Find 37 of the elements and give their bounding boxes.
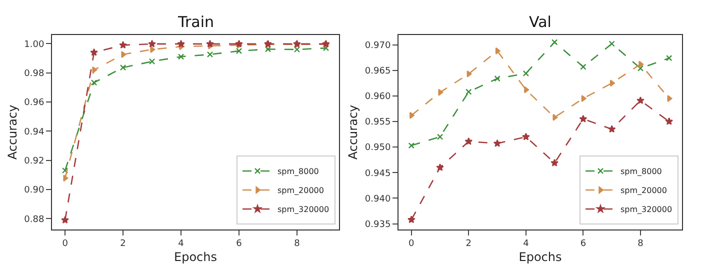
legend-label: spm_320000: [620, 205, 672, 214]
y-tick-label: 0.940: [364, 194, 391, 204]
x-tick-label: 6: [580, 239, 586, 250]
x-tick-label: 4: [178, 239, 184, 250]
y-tick-label: 0.955: [364, 118, 391, 128]
y-tick-label: 0.98: [24, 68, 44, 79]
chart-title: Val: [529, 13, 552, 31]
x-tick-label: 4: [523, 239, 530, 250]
x-tick-label: 8: [638, 239, 644, 250]
y-tick-label: 0.90: [24, 186, 44, 196]
x-tick-label: 6: [236, 239, 242, 250]
x-axis-title: Epochs: [518, 250, 562, 264]
x-tick-label: 0: [62, 239, 68, 250]
y-tick-label: 0.965: [364, 66, 391, 76]
legend-label: spm_320000: [278, 205, 330, 214]
x-tick-label: 0: [408, 239, 415, 250]
y-tick-label: 0.96: [24, 98, 44, 108]
legend-label: spm_20000: [278, 186, 324, 196]
y-axis-title: Accuracy: [346, 104, 360, 160]
y-tick-label: 0.970: [364, 40, 391, 51]
y-tick-label: 0.935: [364, 220, 391, 230]
x-axis-title: Epochs: [174, 250, 217, 264]
y-tick-label: 0.94: [24, 127, 44, 138]
y-axis-title: Accuracy: [5, 104, 20, 160]
y-tick-label: 0.945: [364, 168, 391, 179]
legend-label: spm_8000: [620, 167, 662, 176]
chart-title: Train: [177, 13, 214, 31]
y-tick-label: 1.00: [24, 40, 44, 50]
x-tick-label: 2: [466, 239, 472, 250]
y-tick-label: 0.92: [24, 156, 44, 166]
x-tick-label: 2: [120, 239, 126, 250]
y-tick-label: 0.88: [24, 214, 44, 225]
x-tick-label: 8: [294, 239, 300, 250]
legend-label: spm_20000: [620, 186, 667, 196]
y-tick-label: 0.950: [364, 143, 391, 154]
y-tick-label: 0.960: [364, 92, 391, 102]
legend-label: spm_8000: [278, 167, 319, 176]
